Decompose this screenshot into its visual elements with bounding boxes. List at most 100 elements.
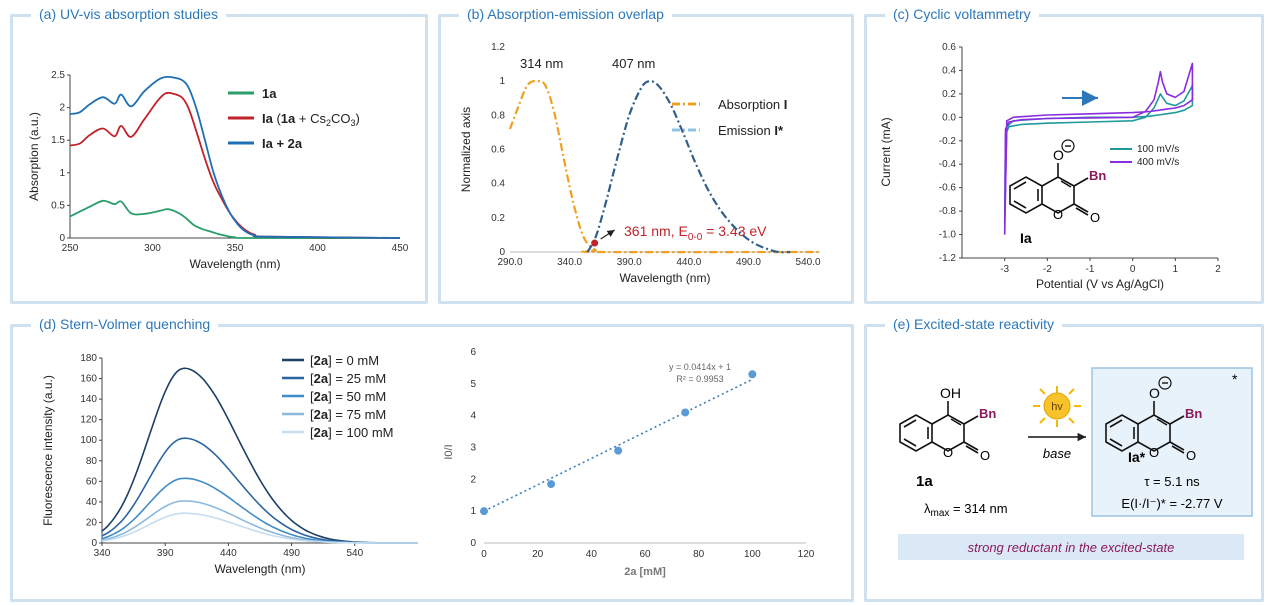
- chart-c: -3 -2 -1 0 1 2 0.6 0.4 0.2 0.0 -0.2 -0.4 -0.6 -0.8 -1.…: [879, 42, 1221, 291]
- y-tick-label: 100: [80, 435, 97, 446]
- legend-b-absorption: Absorption I: [718, 97, 787, 112]
- y-axis-label: Normalized axis: [459, 107, 473, 192]
- legend-c: 100 mV/s 400 mV/s: [1110, 144, 1179, 168]
- panel-d: (d) Stern-Volmer quenching: [10, 316, 854, 602]
- x-tick-label: 80: [693, 549, 705, 560]
- legend-a-1a: 1a: [262, 86, 277, 101]
- legend-b-emission: Emission I*: [718, 123, 784, 138]
- x-tick-label: 440: [220, 548, 237, 559]
- carbonyl-oxygen-1a: O: [980, 448, 990, 463]
- y-tick-label: 0.5: [51, 200, 65, 211]
- data-point-2: [614, 446, 623, 455]
- y-tick-label: 0: [470, 538, 476, 549]
- x-tick-label: 0: [1130, 264, 1136, 275]
- legend-c-100: 100 mV/s: [1137, 144, 1179, 155]
- y-axis-label: I0/I: [443, 444, 455, 459]
- y-tick-label: 1: [59, 168, 65, 179]
- y-tick-label: -1.2: [939, 253, 957, 264]
- x-tick-label: 540.0: [796, 257, 821, 268]
- annotation-314nm: 314 nm: [520, 56, 563, 71]
- ring-oxygen-ia-star: O: [1149, 445, 1159, 460]
- oxygen-c: O: [1053, 147, 1064, 163]
- panel-d-title: (d) Stern-Volmer quenching: [31, 316, 219, 332]
- molecule-ia-c: [1009, 163, 1089, 216]
- legend-d-entry-4: [2a] = 100 mM: [310, 425, 393, 440]
- y-tick-label: 1.2: [491, 42, 505, 53]
- intersection-point: [591, 239, 599, 247]
- y-tick-label: 5: [470, 379, 476, 390]
- data-point-4: [748, 370, 757, 379]
- lifetime: τ = 5.1 ns: [1144, 474, 1200, 489]
- y-tick-label: 0: [59, 233, 65, 244]
- y-tick-label: -0.8: [939, 206, 957, 217]
- y-tick-label: 60: [86, 476, 98, 487]
- y-tick-label: 2.5: [51, 70, 65, 81]
- series-b-line-0: [508, 79, 821, 254]
- ring-oxygen-c: O: [1053, 207, 1063, 222]
- chart-a: 250 300 350 400 450 0 0.5 1 1.5 2 2.5 Wavelength (n…: [27, 70, 409, 271]
- sun-icon: [1033, 386, 1081, 427]
- chart-b: 290.0 340.0 390.0 440.0 490.0 540.0 0 0.2 0.4 0.6…: [459, 42, 821, 285]
- x-tick-label: 120: [798, 549, 815, 560]
- legend-a: 1a Ia (1a + Cs2CO3) Ia + 2a: [228, 86, 360, 151]
- y-tick-label: 140: [80, 394, 97, 405]
- y-tick-label: -0.4: [939, 159, 957, 170]
- substituent-bn-ia-star: Bn: [1185, 406, 1202, 421]
- y-tick-label: 0.4: [491, 179, 505, 190]
- y-tick-label: 0.8: [491, 110, 505, 121]
- y-tick-label: 1: [499, 76, 505, 87]
- y-tick-label: 0.2: [491, 213, 505, 224]
- y-axis-label: Fluorescence intensity (a.u.): [41, 375, 55, 526]
- x-tick-label: 350: [227, 243, 244, 254]
- panel-b-title: (b) Absorption-emission overlap: [459, 6, 672, 22]
- hv-label: hv: [1051, 401, 1063, 413]
- y-tick-label: 4: [470, 411, 476, 422]
- legend-d-entry-3: [2a] = 75 mM: [310, 407, 386, 422]
- x-tick-label: -1: [1086, 264, 1095, 275]
- x-tick-label: 250: [62, 243, 79, 254]
- annotation-e00: 361 nm, E0-0 = 3.43 eV: [624, 223, 767, 243]
- label-ia-c: Ia: [1020, 230, 1032, 246]
- y-tick-label: -1.0: [939, 230, 957, 241]
- legend-d-entry-0: [2a] = 0 mM: [310, 353, 379, 368]
- legend-a-ia2a: Ia + 2a: [262, 136, 303, 151]
- series-a-line-2: [69, 75, 401, 239]
- legend-c-400: 400 mV/s: [1137, 157, 1179, 168]
- carbonyl-oxygen-ia-star: O: [1186, 448, 1196, 463]
- y-tick-label: 160: [80, 374, 97, 385]
- data-point-3: [681, 408, 690, 417]
- y-axis-label: Current (mA): [879, 117, 893, 186]
- x-tick-label: 340: [94, 548, 111, 559]
- x-tick-label: 40: [586, 549, 598, 560]
- excited-star: *: [1232, 371, 1238, 387]
- x-tick-label: 1: [1173, 264, 1179, 275]
- annotation-407nm: 407 nm: [612, 56, 655, 71]
- fit-equation: y = 0.0414x + 1: [669, 362, 731, 372]
- molecule-1a: [899, 401, 979, 454]
- panel-c-title: (c) Cyclic voltammetry: [885, 6, 1039, 22]
- legend-d-entry-2: [2a] = 50 mM: [310, 389, 386, 404]
- series-d-spectrum-2: [101, 477, 418, 544]
- x-tick-label: 60: [639, 549, 651, 560]
- y-tick-label: 40: [86, 497, 98, 508]
- x-axis-label: Wavelength (nm): [190, 257, 281, 271]
- series-a-line-1: [69, 91, 401, 239]
- data-point-0: [480, 507, 488, 516]
- y-tick-label: 0.4: [942, 65, 956, 76]
- x-tick-label: 540: [346, 548, 363, 559]
- legend-d: [2a] = 0 mM [2a] = 25 mM [2a] = 50 mM [2a] …: [282, 353, 393, 440]
- panel-c: (c) Cyclic voltammetry: [864, 6, 1264, 304]
- lambda-max: λmax = 314 nm: [924, 501, 1008, 519]
- y-tick-label: 0: [91, 538, 97, 549]
- legend-d-entry-1: [2a] = 25 mM: [310, 371, 386, 386]
- series-d-spectrum-3: [101, 500, 418, 544]
- x-tick-label: 300: [144, 243, 161, 254]
- excited-potential: E(I·/I⁻)* = -2.77 V: [1121, 496, 1222, 511]
- x-tick-label: 450: [392, 243, 409, 254]
- x-tick-label: 290.0: [497, 257, 522, 268]
- series-d-spectrum-4: [101, 512, 418, 544]
- y-tick-label: 180: [80, 353, 97, 364]
- y-tick-label: 2: [470, 474, 476, 485]
- y-tick-label: 0.0: [942, 112, 956, 123]
